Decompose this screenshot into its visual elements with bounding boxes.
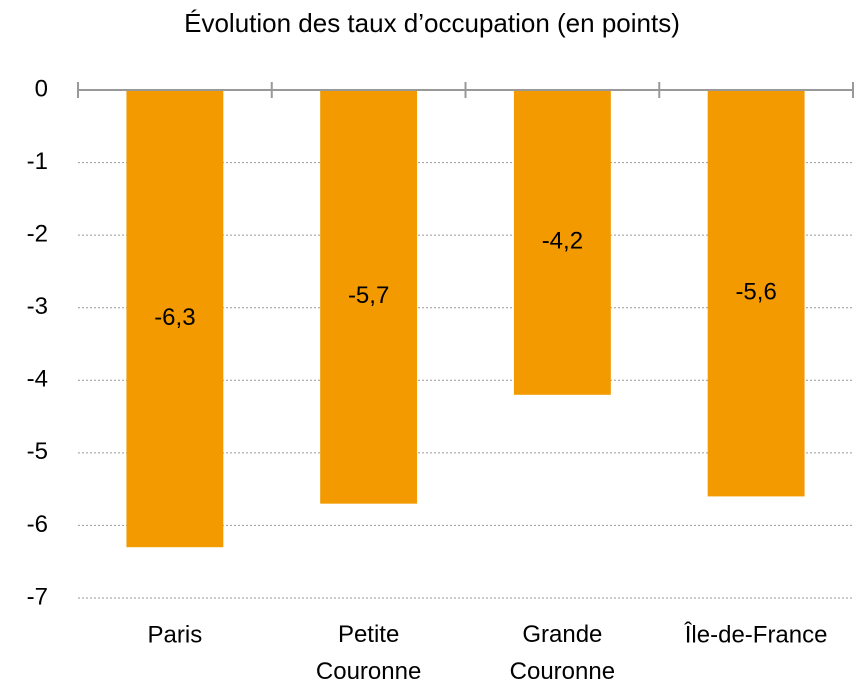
x-tick-label-line: Couronne: [510, 658, 615, 685]
bar: [513, 90, 611, 395]
y-tick-label: -5: [27, 438, 48, 465]
value-label: -5,6: [735, 279, 776, 306]
value-label: -4,2: [542, 228, 583, 255]
chart-title: Évolution des taux d’occupation (en poin…: [184, 8, 680, 38]
y-tick-label: -3: [27, 293, 48, 320]
value-label: -6,3: [154, 304, 195, 331]
bar: [707, 90, 805, 497]
y-tick-label: -4: [27, 366, 48, 393]
x-tick-label: Petite Couronne: [316, 621, 421, 685]
x-tick-label: Grande Couronne: [510, 621, 615, 685]
x-tick-label-line: Petite: [338, 621, 399, 648]
y-tick-label: -7: [27, 583, 48, 610]
bar: [126, 90, 224, 548]
x-tick-label: Île-de-France: [684, 621, 828, 648]
x-tick-label: Paris: [148, 621, 203, 648]
y-tick-label: 0: [35, 75, 48, 102]
bar: [320, 90, 418, 504]
x-tick-label-line: Couronne: [316, 658, 421, 685]
x-tick-label-line: Grande: [522, 621, 602, 648]
value-label: -5,7: [348, 282, 389, 309]
y-tick-label: -6: [27, 511, 48, 538]
y-tick-label: -2: [27, 220, 48, 247]
y-tick-label: -1: [27, 148, 48, 175]
